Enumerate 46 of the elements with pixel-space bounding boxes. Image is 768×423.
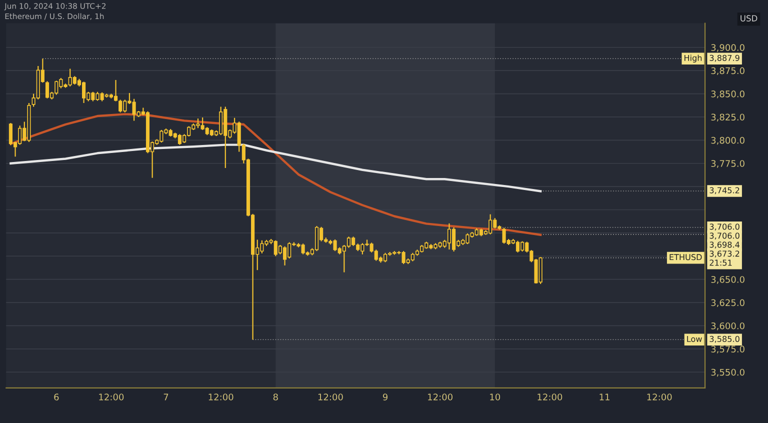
annotation: 3,673.2 21:51: [710, 250, 740, 266]
x-tick-label: 12:00: [99, 394, 124, 400]
candlestick: [383, 252, 388, 263]
candlestick: [45, 80, 50, 99]
y-tick-label: 3,625.0: [711, 299, 744, 308]
line-series: [10, 113, 542, 236]
annotation: 3,745.2: [710, 187, 740, 194]
x-tick-label: 9: [382, 394, 388, 400]
candlestick: [447, 222, 452, 250]
x-tick-label: 11: [600, 394, 610, 400]
y-tick-label: 3,575.0: [711, 346, 744, 354]
candlestick: [118, 99, 122, 113]
annotation: 3,887.9: [710, 54, 740, 62]
x-tick-label: 12:00: [318, 394, 343, 400]
y-tick-label: 3,800.0: [711, 136, 744, 145]
candlestick: [178, 134, 182, 146]
annotation: 3,698.4: [710, 242, 740, 249]
x-tick-label: 12:00: [208, 394, 234, 400]
y-tick-label: 3,900.0: [711, 44, 744, 52]
x-tick-label: 12:00: [647, 394, 672, 400]
candlestick: [516, 240, 520, 253]
annotation: 3,585.0: [710, 336, 740, 343]
x-tick-label: 6: [54, 394, 59, 400]
x-tick-label: 12:00: [538, 394, 562, 400]
x-tick-label: 7: [164, 394, 168, 400]
y-axis-title: USD: [740, 15, 758, 22]
y-tick-label: 3,650.0: [711, 276, 744, 284]
annotation: 3,706.0: [710, 224, 740, 231]
y-tick-label: 3,850.0: [711, 90, 744, 98]
candlestick: [282, 246, 287, 266]
annotation: ETHUSD: [670, 254, 702, 260]
x-tick-label: 12:00: [428, 394, 452, 400]
y-tick-label: 3,825.0: [711, 114, 744, 122]
candlestick: [346, 236, 351, 248]
x-tick-label: 8: [273, 394, 278, 400]
y-tick-label: 3,875.0: [711, 67, 744, 76]
y-tick-label: 3,600.0: [711, 322, 744, 330]
annotation: 3,706.0: [710, 232, 740, 240]
x-tick-label: 10: [490, 394, 500, 400]
candlestick: [314, 225, 319, 252]
y-tick-label: 3,550.0: [711, 368, 744, 377]
line-series: [10, 144, 542, 192]
annotation: High: [684, 54, 702, 63]
y-tick-label: 3,775.0: [711, 160, 744, 168]
candlestick: [114, 79, 118, 102]
annotation: Low: [687, 336, 702, 342]
